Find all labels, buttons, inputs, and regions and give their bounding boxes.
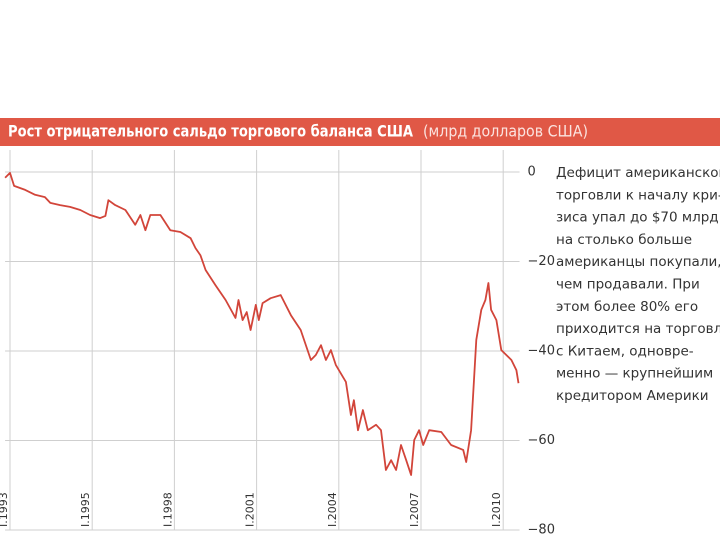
annotation-line: торговли к началу кри- <box>556 187 720 203</box>
x-tick-label: I.1995 <box>79 492 92 527</box>
x-tick-label: I.2004 <box>326 492 339 527</box>
y-tick-label: 0 <box>528 165 536 180</box>
chart-subtitle: (млрд долларов США) <box>423 122 588 141</box>
annotation-line: Дефицит американской <box>556 165 720 181</box>
title-banner <box>0 118 720 146</box>
y-tick-label: −60 <box>528 433 555 448</box>
x-tick-label: I.2007 <box>408 492 421 527</box>
annotation-line: этом более 80% его <box>556 299 698 315</box>
chart-title: Рост отрицательного сальдо торгового бал… <box>8 122 413 141</box>
x-tick-label: I.1993 <box>0 492 10 527</box>
annotation-line: американцы покупали, <box>556 254 720 270</box>
y-tick-label: −20 <box>528 254 555 269</box>
annotation-line: приходится на торговлю <box>556 321 720 337</box>
annotation-line: с Китаем, одновре- <box>556 343 694 359</box>
y-tick-label: −80 <box>528 523 555 538</box>
annotation-line: менно — крупнейшим <box>556 366 713 382</box>
x-tick-label: I.2001 <box>244 492 257 527</box>
y-tick-label: −40 <box>528 344 555 359</box>
data-line <box>4 172 520 476</box>
x-tick-label: I.1998 <box>161 492 174 527</box>
annotation-line: чем продавали. При <box>556 277 700 293</box>
annotation-line: на столько больше <box>556 232 692 248</box>
annotation-line: зиса упал до $70 млрд — <box>556 210 720 226</box>
x-tick-label: I.2010 <box>490 492 503 527</box>
annotation-line: кредитором Америки <box>556 388 709 404</box>
